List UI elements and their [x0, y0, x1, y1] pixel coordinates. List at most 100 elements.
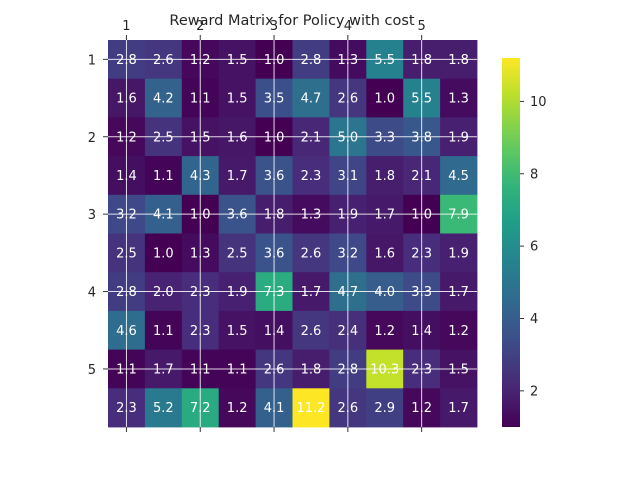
cell-value-label: 3.1 — [338, 169, 359, 184]
heatmap-cell — [144, 233, 183, 273]
colorbar-tick-label: 2 — [530, 384, 538, 399]
cell-value-label: 3.6 — [264, 246, 285, 261]
cell-value-label: 1.0 — [374, 92, 395, 107]
cell-value-label: 4.0 — [374, 285, 395, 300]
cell-value-label: 3.8 — [411, 130, 432, 145]
cell-value-label: 10.3 — [370, 362, 399, 377]
cell-value-label: 1.7 — [374, 208, 395, 223]
heatmap-cell — [218, 233, 256, 273]
heatmap-cell — [218, 78, 256, 118]
cell-value-label: 1.1 — [227, 362, 248, 377]
cell-value-label: 1.9 — [338, 208, 359, 223]
cell-value-label: 1.1 — [153, 324, 174, 339]
cell-value-label: 1.1 — [190, 92, 211, 107]
cell-value-label: 1.1 — [153, 169, 174, 184]
heatmap-cell — [366, 78, 404, 118]
cell-value-label: 2.5 — [116, 246, 137, 261]
cell-value-label: 5.5 — [374, 53, 395, 68]
y-tick-label: 3 — [88, 208, 96, 223]
cell-value-label: 4.7 — [338, 285, 359, 300]
cell-value-label: 1.6 — [374, 246, 395, 261]
cell-value-label: 1.0 — [264, 53, 285, 68]
cell-value-label: 4.6 — [116, 324, 137, 339]
heatmap-cell — [144, 78, 183, 118]
heatmap-cell — [144, 388, 183, 428]
cell-value-label: 2.8 — [116, 53, 137, 68]
colorbar-tick-label: 8 — [530, 167, 538, 182]
cell-value-label: 1.2 — [411, 401, 432, 416]
heatmap-cell — [366, 388, 404, 428]
cell-value-label: 1.2 — [227, 401, 248, 416]
cell-value-label: 2.1 — [301, 130, 322, 145]
cell-value-label: 5.2 — [153, 401, 174, 416]
cell-value-label: 1.5 — [448, 362, 469, 377]
cell-value-label: 2.6 — [264, 362, 285, 377]
cell-value-label: 1.6 — [116, 92, 137, 107]
heatmap-cell — [292, 156, 330, 196]
cell-value-label: 1.3 — [301, 208, 322, 223]
cell-value-label: 7.2 — [190, 401, 211, 416]
cell-value-label: 1.7 — [301, 285, 322, 300]
cell-value-label: 1.2 — [190, 53, 211, 68]
colorbar-tick-label: 4 — [530, 312, 538, 327]
cell-value-label: 1.5 — [227, 53, 248, 68]
cell-value-label: 1.8 — [301, 362, 322, 377]
cell-value-label: 4.3 — [190, 169, 211, 184]
cell-value-label: 1.9 — [448, 246, 469, 261]
heatmap-cell — [218, 156, 256, 196]
cell-value-label: 4.1 — [264, 401, 285, 416]
cell-value-label: 1.4 — [116, 169, 137, 184]
cell-value-label: 2.8 — [116, 285, 137, 300]
x-tick-label: 5 — [418, 19, 426, 34]
cell-value-label: 2.3 — [190, 324, 211, 339]
heatmap-cell — [366, 233, 404, 273]
heatmap-cell — [440, 388, 478, 428]
colorbar: 2 4 6 8 10 — [502, 58, 547, 427]
cell-value-label: 2.4 — [338, 324, 359, 339]
cell-value-label: 5.5 — [411, 92, 432, 107]
cell-value-label: 3.2 — [338, 246, 359, 261]
heatmap-cell — [292, 388, 330, 428]
heatmap-cell — [440, 233, 478, 273]
cell-value-label: 11.2 — [296, 401, 325, 416]
y-tick-label: 1 — [88, 53, 96, 68]
heatmap-cell — [366, 310, 404, 350]
cell-value-label: 1.5 — [190, 130, 211, 145]
y-tick-label: 5 — [88, 363, 96, 378]
cell-value-label: 2.6 — [301, 246, 322, 261]
cell-value-label: 7.3 — [264, 285, 285, 300]
y-tick-label: 4 — [88, 286, 96, 301]
cell-value-label: 7.9 — [448, 208, 469, 223]
cell-value-label: 1.7 — [448, 401, 469, 416]
cell-value-label: 1.7 — [448, 285, 469, 300]
cell-value-label: 1.0 — [264, 130, 285, 145]
heatmap-cell — [440, 78, 478, 118]
heatmap-cell — [218, 310, 256, 350]
cell-value-label: 1.6 — [227, 130, 248, 145]
heatmap-cell — [366, 156, 404, 196]
heatmap-cell — [218, 388, 256, 428]
cell-value-label: 2.3 — [301, 169, 322, 184]
cell-value-label: 4.7 — [301, 92, 322, 107]
cell-value-label: 2.6 — [338, 92, 359, 107]
cell-value-label: 2.5 — [227, 246, 248, 261]
cell-value-label: 1.8 — [448, 53, 469, 68]
cell-value-label: 1.5 — [227, 324, 248, 339]
cell-value-label: 3.5 — [264, 92, 285, 107]
cell-value-label: 1.3 — [448, 92, 469, 107]
cell-value-label: 1.7 — [153, 362, 174, 377]
y-axis-ticks: 1 2 3 4 5 — [88, 53, 108, 378]
cell-value-label: 1.1 — [190, 362, 211, 377]
x-tick-label: 4 — [344, 19, 352, 34]
cell-value-label: 5.0 — [338, 130, 359, 145]
cell-value-label: 1.1 — [116, 362, 137, 377]
cell-value-label: 2.8 — [301, 53, 322, 68]
cell-value-label: 4.2 — [153, 92, 174, 107]
colorbar-tick-label: 10 — [530, 95, 547, 110]
x-axis-ticks: 1 2 3 4 5 — [122, 19, 426, 432]
grid-lines — [108, 40, 477, 427]
heatmap-cell — [440, 310, 478, 350]
cell-value-label: 2.0 — [153, 285, 174, 300]
cell-value-label: 1.2 — [116, 130, 137, 145]
